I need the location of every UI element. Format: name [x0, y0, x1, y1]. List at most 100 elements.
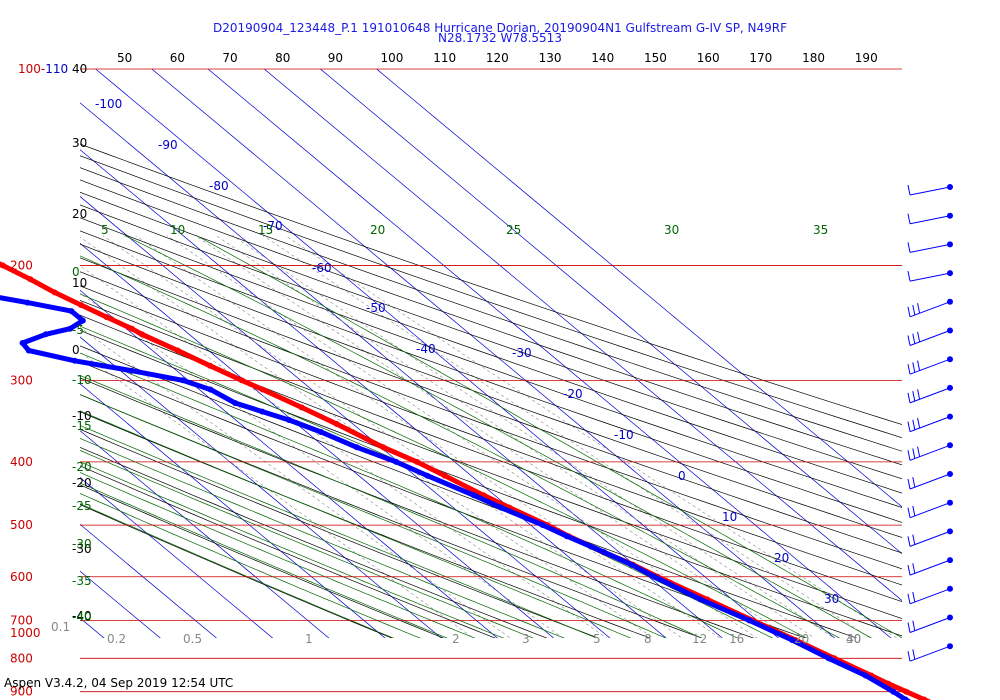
mixing-ratio-label: 2: [452, 632, 460, 646]
mixing-ratio-label: 16: [729, 632, 744, 646]
dewpoint-profile-point: [862, 672, 869, 679]
temperature-profile-point: [138, 331, 145, 338]
isotherm-line: [80, 570, 161, 638]
wind-barb-flag: [907, 593, 911, 604]
dry-adiabat-line: [80, 484, 445, 638]
wind-barb-flag: [912, 505, 916, 516]
moist-adiabat-left-label: 0: [72, 265, 80, 279]
isotherm-label: -40: [416, 342, 436, 356]
wind-barb-flag: [907, 565, 911, 576]
dewpoint-profile-point: [628, 561, 635, 568]
dewpoint-profile-point: [470, 492, 477, 499]
dewpoint-profile-point: [79, 317, 86, 324]
theta-left-label: -20: [72, 476, 92, 490]
sounding-profiles: [0, 261, 932, 700]
theta-left-label: 40: [72, 62, 87, 76]
wind-barb-flag: [907, 271, 911, 282]
moist-adiabat-line: [80, 482, 448, 638]
theta-top-label: 150: [644, 51, 667, 65]
wind-barb-flag: [912, 448, 916, 459]
isotherm-line: [80, 523, 217, 638]
isotherm-label: -100: [95, 97, 122, 111]
wind-barb-flag: [917, 446, 921, 457]
wind-barb-staff: [909, 243, 951, 253]
pressure-label: 400: [10, 455, 33, 469]
mixing-ratio-line: [285, 235, 898, 638]
wind-barb-flag: [917, 389, 921, 400]
temperature-profile-point: [51, 289, 58, 296]
moist-adiabat-left-label: -20: [72, 460, 92, 474]
theta-left-label: 10: [72, 276, 87, 290]
moist-adiabat-line: [80, 255, 841, 638]
wind-barb-flag: [912, 304, 916, 316]
isotherm-label: 20: [774, 551, 789, 565]
mixing-ratio-line: [135, 235, 721, 638]
wind-barb-flag: [907, 306, 911, 317]
pressure-label: 1000: [10, 626, 41, 640]
theta-top-label: 90: [328, 51, 343, 65]
dewpoint-profile-point: [286, 417, 293, 423]
dry-adiabat-line: [80, 377, 755, 638]
dewpoint-profile-point: [697, 596, 704, 603]
mixing-ratio-label: 0.2: [107, 632, 126, 646]
pressure-label: 100-110: [18, 62, 68, 76]
isotherm-label: 10: [722, 510, 737, 524]
dry-adiabat-line: [80, 285, 902, 586]
dry-adiabat-line: [80, 257, 902, 554]
wind-barb-staff: [909, 645, 951, 662]
wind-barb-staff: [909, 301, 951, 318]
isotherm-line: [80, 383, 386, 638]
dewpoint-profile-point: [563, 533, 570, 540]
theta-top-label: 60: [170, 51, 185, 65]
dewpoint-profile-point: [353, 444, 360, 451]
mixing-ratio-label: 5: [593, 632, 601, 646]
wind-barb-staff: [909, 330, 951, 346]
dry-adiabat-line: [80, 394, 703, 638]
dewpoint-profile-point: [393, 458, 400, 465]
wind-barb-flag: [907, 421, 911, 432]
dry-adiabat-line: [80, 230, 902, 523]
wind-barb-flag: [917, 417, 921, 429]
wind-barb-flag: [912, 391, 916, 402]
moist-adiabat-label: 15: [258, 223, 273, 237]
mixing-ratio-label: 40: [846, 632, 861, 646]
dewpoint-profile-point: [424, 472, 431, 479]
moist-adiabat-line: [124, 235, 873, 638]
pressure-label: 900: [10, 685, 33, 699]
moist-adiabat-left-label: -30: [72, 537, 92, 551]
dewpoint-profile-point: [71, 357, 78, 364]
wind-barb-staff: [909, 215, 951, 225]
mixing-ratio-line: [102, 235, 683, 638]
wind-barb-flag: [907, 450, 911, 461]
theta-left-label: 20: [72, 207, 87, 221]
dry-adiabat-line: [80, 411, 651, 638]
wind-barb-staff: [909, 617, 951, 633]
temperature-profile-point: [380, 444, 387, 451]
mixing-ratio-label: 3: [522, 632, 530, 646]
dewpoint-profile: [0, 295, 912, 700]
dewpoint-profile-point: [498, 504, 505, 511]
moist-adiabat-line: [80, 325, 774, 638]
moist-adiabat-label: 25: [506, 223, 521, 237]
isotherm-label: 0: [678, 469, 686, 483]
moist-adiabat-line: [80, 461, 505, 638]
mixing-ratio-label: 1: [305, 632, 313, 646]
dry-adiabat-line: [80, 217, 902, 508]
temperature-profile-point: [174, 347, 181, 354]
dewpoint-profile-point: [259, 408, 266, 415]
isotherm-line: [80, 430, 330, 638]
dry-adiabat-line: [80, 446, 548, 638]
wind-barb-flag: [912, 419, 916, 430]
theta-top-label: 130: [539, 51, 562, 65]
mixing-ratio-label: 8: [644, 632, 652, 646]
moist-adiabat-line: [80, 424, 598, 638]
wind-barb-staff: [909, 444, 951, 461]
pressure-label: 200: [10, 258, 33, 272]
isotherm-line: [80, 477, 274, 638]
isotherm-line: [80, 289, 498, 638]
dry-adiabat-line: [80, 345, 858, 638]
moist-adiabat-line: [80, 394, 667, 638]
moist-adiabat-line: [80, 449, 534, 638]
